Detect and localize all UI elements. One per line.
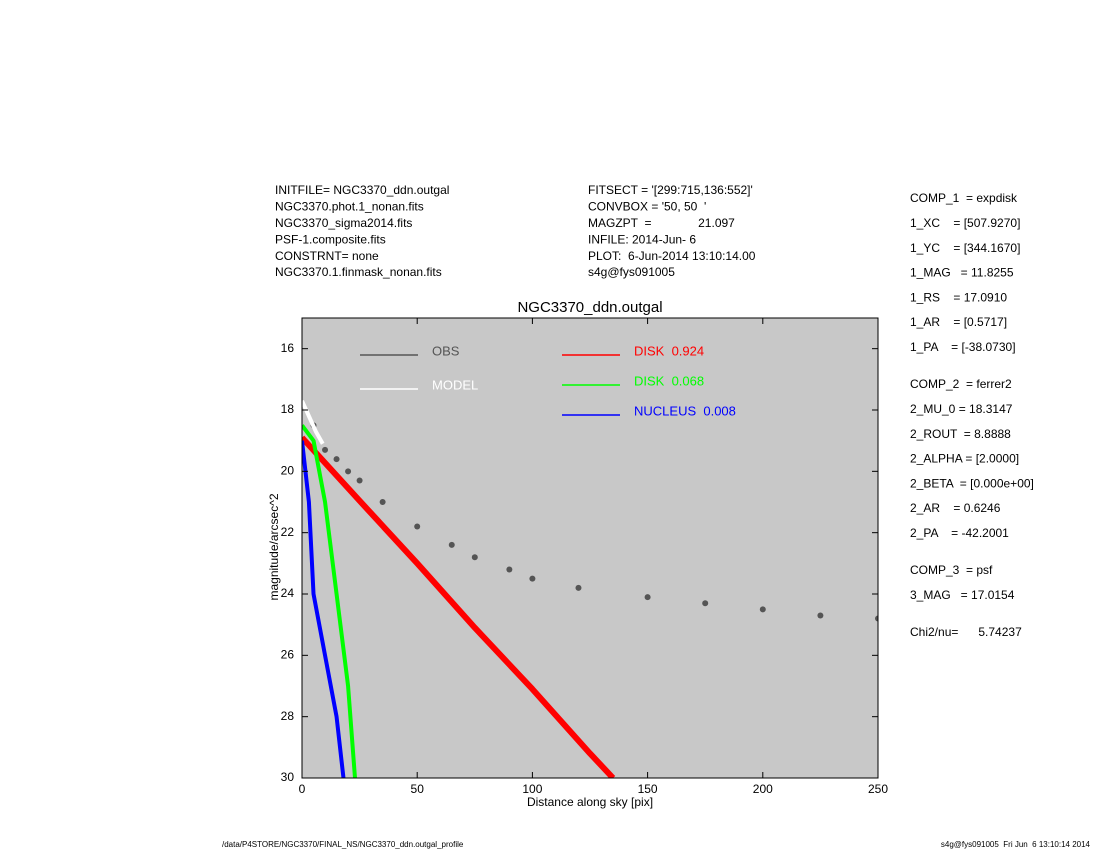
footer-path: /data/P4STORE/NGC3370/FINAL_NS/NGC3370_d… xyxy=(222,840,464,849)
x-tick-label: 150 xyxy=(638,782,658,796)
header-line: NGC3370.phot.1_nonan.fits xyxy=(275,200,424,214)
header-line: INITFILE= NGC3370_ddn.outgal xyxy=(275,183,449,197)
legend-label: MODEL xyxy=(432,377,478,392)
y-tick-label: 22 xyxy=(281,525,295,539)
fit-parameter: 3_MAG = 17.0154 xyxy=(910,588,1015,602)
obs-point xyxy=(644,594,651,601)
x-axis-label: Distance along sky [pix] xyxy=(527,795,653,809)
obs-point xyxy=(345,468,352,475)
fit-parameter: 2_PA = -42.2001 xyxy=(910,526,1009,540)
y-tick-label: 24 xyxy=(281,586,295,600)
obs-point xyxy=(702,600,709,607)
footer-stamp: s4g@fys091005 Fri Jun 6 13:10:14 2014 xyxy=(941,840,1091,849)
y-tick-label: 26 xyxy=(281,648,295,662)
plot-background xyxy=(302,318,878,778)
obs-point xyxy=(875,615,878,622)
header-line: PSF-1.composite.fits xyxy=(275,232,386,246)
x-tick-label: 0 xyxy=(299,782,306,796)
header-line: PLOT: 6-Jun-2014 13:10:14.00 xyxy=(588,249,756,263)
header-line: FITSECT = '[299:715,136:552]' xyxy=(588,183,753,197)
x-tick-label: 250 xyxy=(868,782,888,796)
y-tick-label: 20 xyxy=(281,464,295,478)
legend-label: DISK 0.924 xyxy=(634,343,704,358)
legend-label: NUCLEUS 0.008 xyxy=(634,403,736,418)
x-tick-label: 50 xyxy=(411,782,425,796)
fit-parameter: COMP_3 = psf xyxy=(910,563,993,577)
obs-point xyxy=(333,456,340,463)
fit-parameter: COMP_1 = expdisk xyxy=(910,191,1018,205)
fit-parameter: Chi2/nu= 5.74237 xyxy=(910,625,1022,639)
obs-point xyxy=(529,575,536,582)
header-line: NGC3370_sigma2014.fits xyxy=(275,216,412,230)
fit-parameter: COMP_2 = ferrer2 xyxy=(910,377,1012,391)
obs-point xyxy=(448,541,455,548)
fit-parameter: 1_PA = [-38.0730] xyxy=(910,340,1016,354)
obs-point xyxy=(575,584,582,591)
legend-label: OBS xyxy=(432,343,460,358)
y-tick-label: 30 xyxy=(281,770,295,784)
header-line: NGC3370.1.finmask_nonan.fits xyxy=(275,265,442,279)
fit-parameter: 2_BETA = [0.000e+00] xyxy=(910,476,1034,490)
header-line: CONSTRNT= none xyxy=(275,249,379,263)
header-line: MAGZPT = 21.097 xyxy=(588,216,735,230)
x-tick-label: 100 xyxy=(522,782,542,796)
obs-point xyxy=(356,477,363,484)
obs-point xyxy=(759,606,766,613)
fit-parameter: 1_AR = [0.5717] xyxy=(910,315,1007,329)
fit-parameter: 1_MAG = 11.8255 xyxy=(910,266,1014,280)
obs-point xyxy=(471,554,478,561)
fit-parameter: 2_MU_0 = 18.3147 xyxy=(910,402,1013,416)
legend-label: DISK 0.068 xyxy=(634,373,704,388)
profile-line xyxy=(302,440,346,778)
fit-parameter: 2_ALPHA = [2.0000] xyxy=(910,452,1019,466)
fit-parameter: 1_YC = [344.1670] xyxy=(910,241,1020,255)
y-tick-label: 28 xyxy=(281,709,295,723)
fit-parameter: 1_XC = [507.9270] xyxy=(910,216,1020,230)
fit-parameter: 2_ROUT = 8.8888 xyxy=(910,427,1011,441)
y-axis-label: magnitude/arcsec^2 xyxy=(267,493,281,600)
fit-parameter: 2_AR = 0.6246 xyxy=(910,501,1001,515)
profile-line xyxy=(302,435,616,778)
profile-line xyxy=(302,399,325,445)
obs-point xyxy=(817,612,824,619)
header-line: s4g@fys091005 xyxy=(588,265,675,279)
y-tick-label: 18 xyxy=(281,402,295,416)
obs-point xyxy=(506,566,513,573)
x-tick-label: 200 xyxy=(753,782,773,796)
fit-parameter: 1_RS = 17.0910 xyxy=(910,290,1007,304)
profile-line xyxy=(302,424,357,778)
header-line: CONVBOX = '50, 50 ' xyxy=(588,200,706,214)
plot-frame xyxy=(301,317,879,779)
header-line: INFILE: 2014-Jun- 6 xyxy=(588,232,696,246)
obs-point xyxy=(322,446,329,453)
y-tick-label: 16 xyxy=(281,341,295,355)
obs-point xyxy=(379,499,386,505)
chart-title: NGC3370_ddn.outgal xyxy=(517,299,662,316)
obs-point xyxy=(414,523,421,530)
plot-marks xyxy=(302,399,878,778)
